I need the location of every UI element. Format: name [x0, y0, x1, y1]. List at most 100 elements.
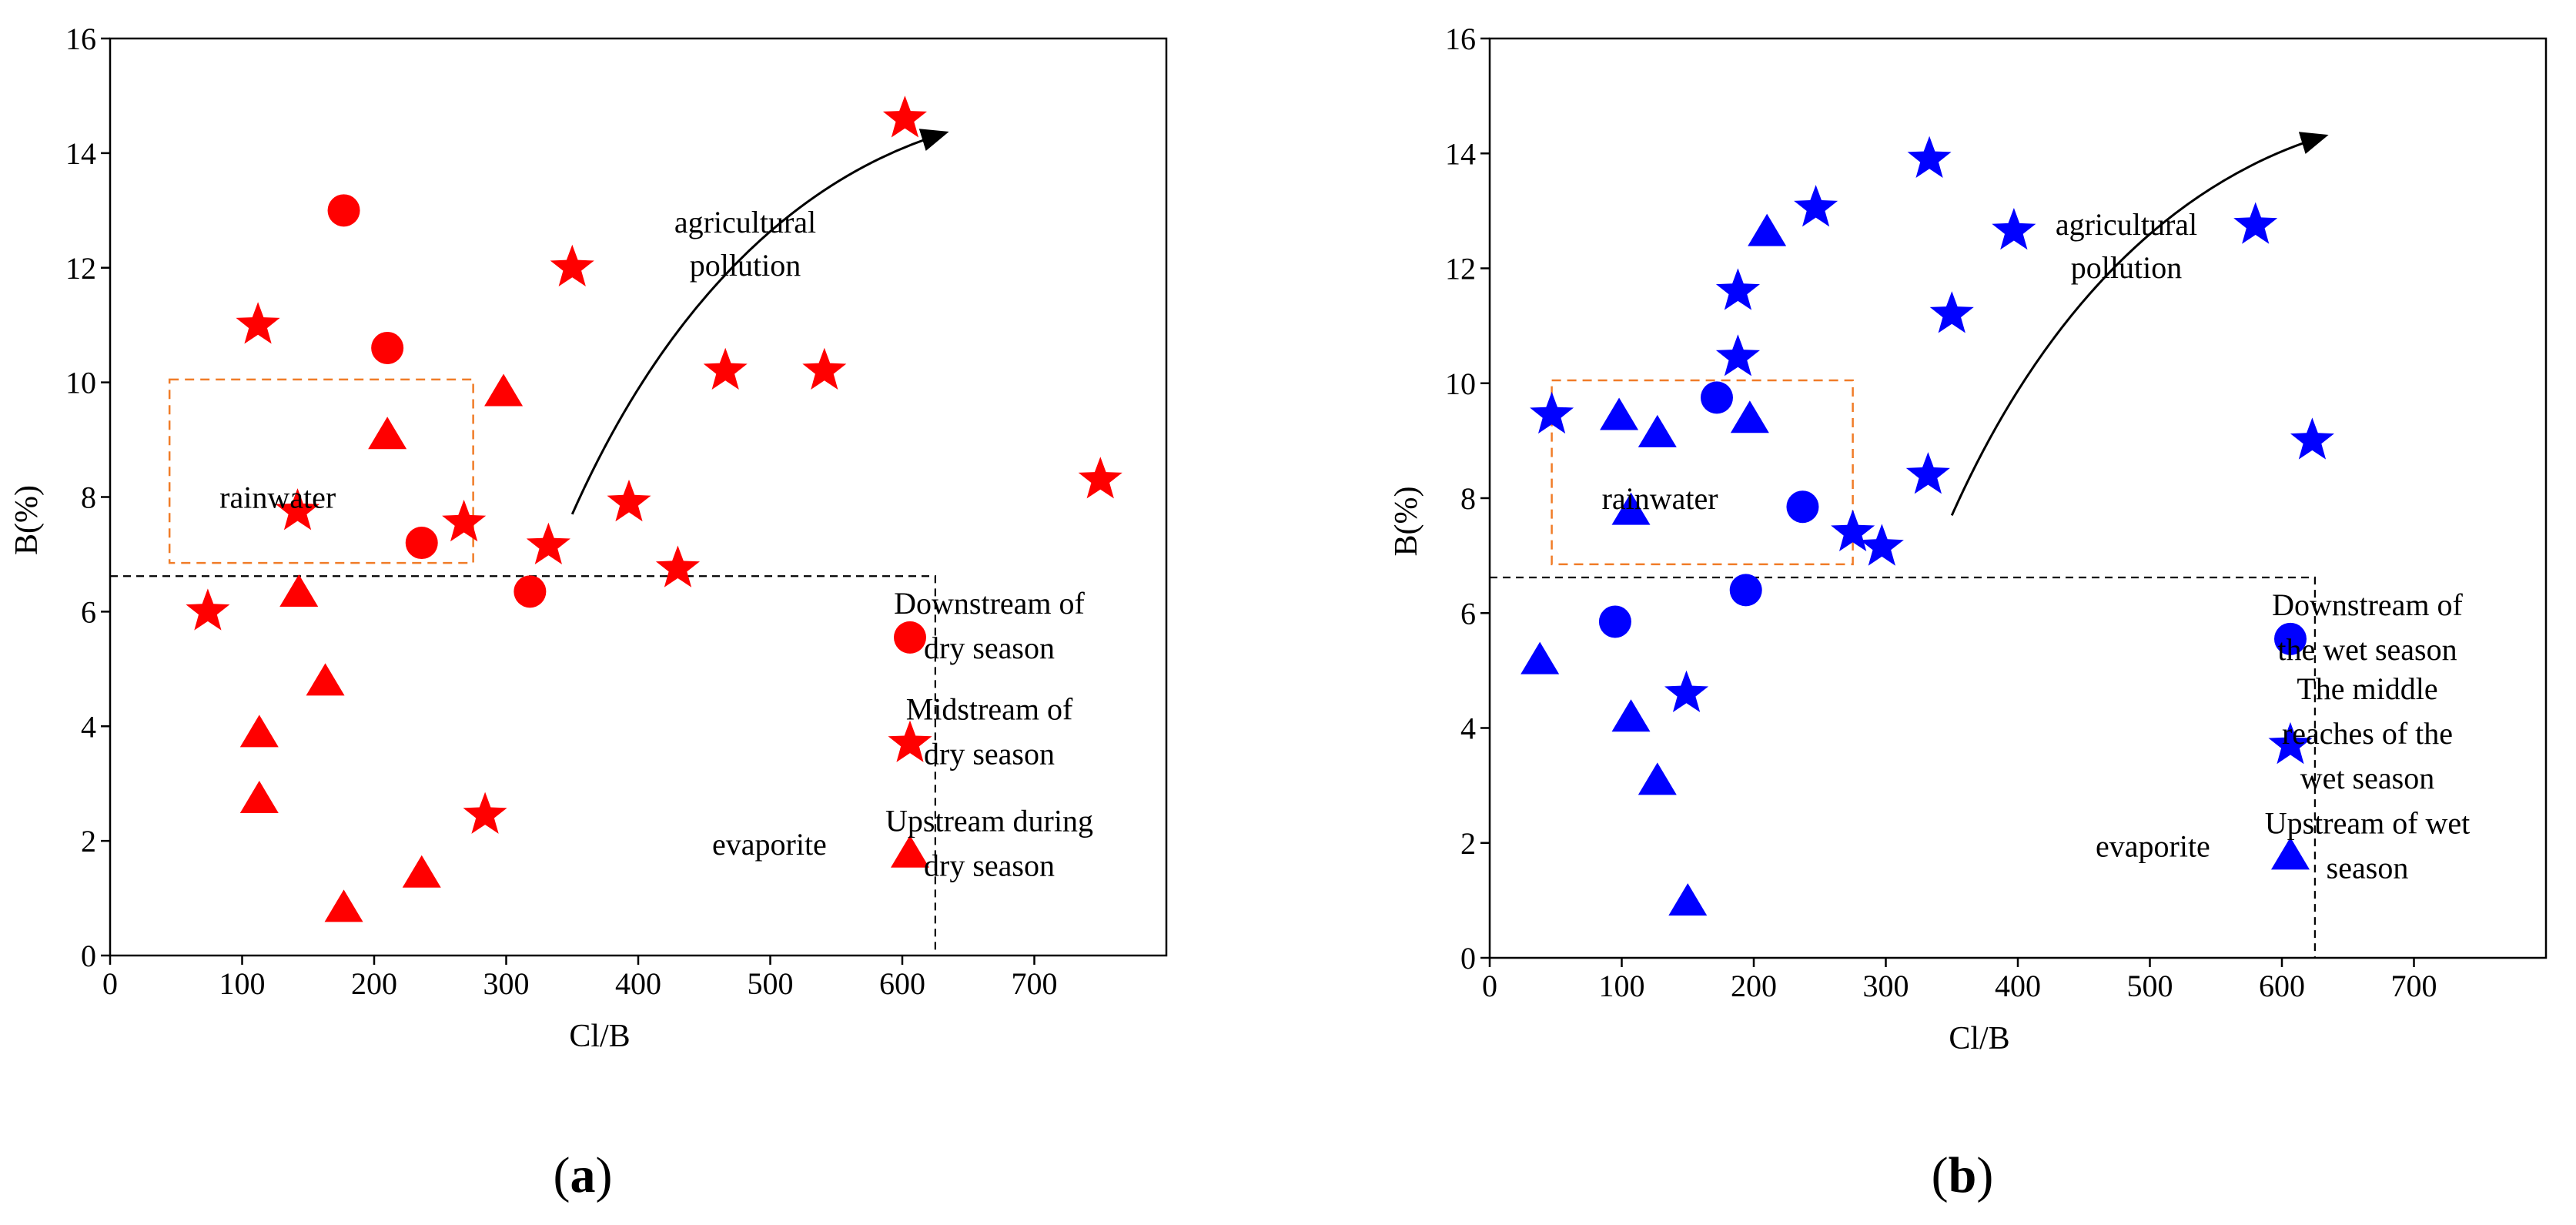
y-tick-label: 8	[1460, 481, 1476, 516]
data-point-star	[276, 488, 320, 530]
pollution-trend-arrow	[570, 129, 949, 515]
data-point-star	[236, 302, 280, 344]
rainwater-label: rainwater	[219, 480, 336, 515]
y-tick-label: 2	[1460, 826, 1476, 861]
legend-label: wet season	[2300, 761, 2434, 795]
x-tick-label: 500	[2127, 969, 2173, 1003]
data-point-star	[1859, 524, 1904, 566]
data-point-triangle	[1521, 641, 1560, 674]
data-point-star	[607, 479, 651, 522]
y-axis-title: B(%)	[1389, 487, 1424, 557]
y-tick-label: 14	[1445, 136, 1476, 171]
data-point-circle	[1729, 574, 1762, 607]
data-point-star	[882, 95, 927, 138]
data-point-triangle	[306, 663, 345, 696]
data-point-triangle	[1611, 492, 1651, 525]
data-point-star	[1715, 268, 1760, 310]
data-point-triangle	[402, 855, 441, 888]
evaporite-region-boundary	[1490, 576, 2316, 958]
data-point-star	[1530, 391, 1574, 434]
panel-letter: a	[570, 1147, 596, 1203]
data-point-circle	[514, 575, 547, 608]
data-point-triangle	[1748, 213, 1787, 246]
data-point-triangle	[239, 780, 279, 813]
evaporite-label: evaporite	[712, 827, 827, 862]
y-tick-label: 4	[1460, 711, 1476, 746]
legend-label: Upstream during	[885, 804, 1093, 838]
data-point-star	[526, 522, 570, 564]
data-points	[1521, 136, 2334, 916]
data-point-circle	[1700, 381, 1733, 414]
data-point-star	[1664, 670, 1709, 712]
data-point-star	[1905, 452, 1950, 494]
y-tick-label: 2	[81, 824, 96, 859]
data-point-triangle	[1600, 397, 1639, 430]
y-tick-label: 4	[81, 709, 96, 744]
rainwater-region-box	[1551, 379, 1854, 566]
data-point-star	[2290, 417, 2334, 460]
data-point-circle	[405, 527, 438, 560]
x-tick-label: 100	[219, 966, 266, 1001]
data-point-triangle	[279, 574, 319, 607]
y-tick-label: 0	[1460, 941, 1476, 976]
x-axis-ticks: 0 100 200 300 400 500 600 700	[102, 956, 1058, 1001]
chart-panel-a: 0 100 200 300 400 500 600 700 0 2 4 6 8 10 12 14 16 Cl/…	[9, 22, 1168, 1203]
y-tick-label: 6	[81, 594, 96, 629]
legend: Downstream of dry season Midstream of dry s…	[885, 586, 1093, 883]
data-point-star	[802, 347, 847, 390]
data-point-circle	[1786, 490, 1819, 524]
x-tick-label: 600	[879, 966, 925, 1001]
data-point-triangle	[484, 373, 524, 407]
x-tick-label: 200	[351, 966, 397, 1001]
chart-panel-b: 0 100 200 300 400 500 600 700 0 2 4 6 8 10 12 14 16 Cl/…	[1389, 22, 2548, 1203]
legend-marker-circle	[2274, 622, 2307, 655]
legend-marker-triangle	[2271, 837, 2310, 870]
data-point-star	[1907, 136, 1952, 178]
region-overlays	[110, 129, 949, 956]
legend-marker-circle	[894, 621, 926, 654]
agricultural-pollution-label: agricultural	[674, 205, 816, 239]
x-tick-label: 0	[102, 966, 118, 1001]
x-tick-label: 600	[2259, 969, 2305, 1003]
data-point-circle	[327, 194, 360, 227]
legend-label: dry season	[924, 848, 1055, 883]
x-tick-label: 200	[1731, 969, 1777, 1003]
x-tick-label: 0	[1482, 969, 1497, 1003]
x-axis-ticks: 0 100 200 300 400 500 600 700	[1482, 958, 2437, 1003]
y-axis-title: B(%)	[9, 485, 45, 555]
y-tick-label: 12	[1445, 252, 1476, 286]
data-point-triangle	[1638, 762, 1677, 795]
data-point-triangle	[1668, 883, 1708, 916]
legend: Downstream of the wet season The middle rea…	[2265, 587, 2471, 885]
y-tick-label: 16	[65, 22, 96, 56]
x-axis-title: Cl/B	[1949, 1021, 2009, 1056]
data-point-triangle	[1611, 699, 1651, 732]
legend-label: dry season	[924, 737, 1055, 771]
annotations: rainwater agricultural pollution evaporite	[219, 205, 827, 862]
data-point-star	[1794, 185, 1838, 227]
x-tick-label: 500	[748, 966, 794, 1001]
data-point-circle	[371, 331, 404, 364]
panel-letter: b	[1949, 1147, 1977, 1203]
x-tick-label: 700	[1012, 966, 1058, 1001]
data-point-triangle	[1730, 400, 1769, 433]
agricultural-pollution-label: agricultural	[2056, 207, 2197, 242]
evaporite-label: evaporite	[2096, 828, 2210, 863]
evaporite-region-boundary	[110, 575, 936, 956]
panel-label: (b)	[1932, 1147, 1994, 1203]
x-tick-label: 400	[1995, 969, 2041, 1003]
data-point-star	[186, 588, 230, 631]
panel-label: (a)	[554, 1147, 613, 1203]
data-point-star	[463, 792, 507, 834]
annotations: rainwater agricultural pollution evaporite	[1602, 207, 2210, 863]
legend-label: Midstream of	[906, 692, 1073, 727]
x-tick-label: 100	[1599, 969, 1645, 1003]
data-point-star	[655, 545, 700, 587]
data-points	[186, 95, 1122, 922]
y-tick-label: 0	[81, 939, 96, 973]
rainwater-label: rainwater	[1602, 481, 1718, 516]
legend-label: dry season	[924, 631, 1055, 665]
region-overlays	[1490, 132, 2329, 958]
data-point-star	[442, 500, 487, 542]
